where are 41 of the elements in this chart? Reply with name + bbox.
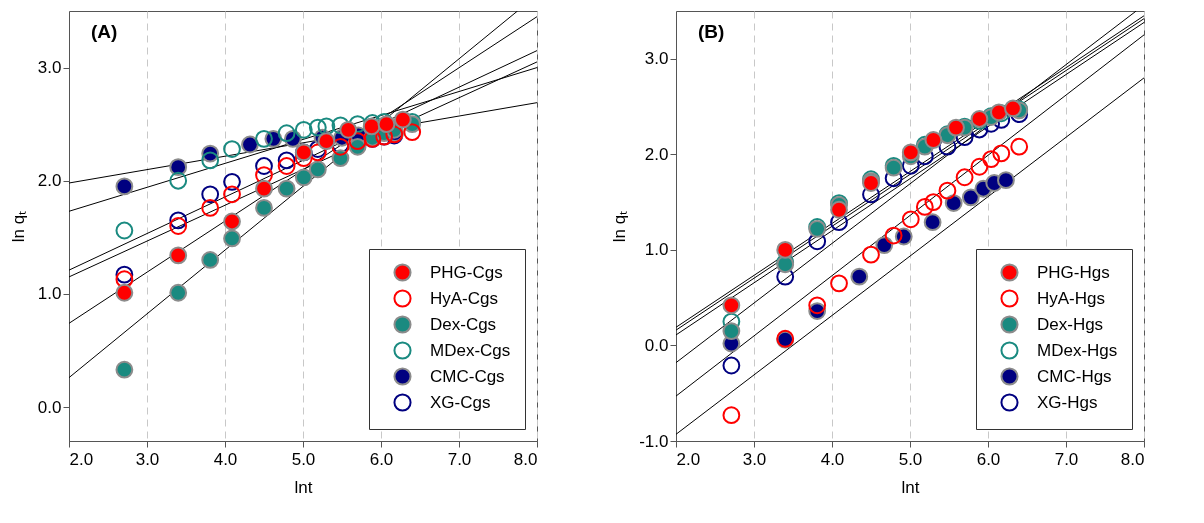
annotation: (B) xyxy=(698,21,725,42)
x-tick-label: 7.0 xyxy=(447,449,472,469)
legend-label: CMC-Hgs xyxy=(1037,366,1112,386)
x-axis-title: lnt xyxy=(901,477,920,497)
legend-label: PHG-Hgs xyxy=(1037,262,1110,282)
legend-label: MDex-Hgs xyxy=(1037,340,1118,360)
y-tick-label: 2.0 xyxy=(37,171,62,191)
y-axis-title: ln qₜ xyxy=(610,210,630,243)
x-tick-label: 8.0 xyxy=(1120,449,1145,469)
x-tick-label: 2.0 xyxy=(69,449,94,469)
y-tick-label: 3.0 xyxy=(644,49,669,69)
x-tick-label: 5.0 xyxy=(291,449,316,469)
legend-label: XG-Cgs xyxy=(430,392,491,412)
x-tick-label: 4.0 xyxy=(213,449,238,469)
y-tick-label: 2.0 xyxy=(644,144,669,164)
x-axis-title: lnt xyxy=(294,477,313,497)
legend-label: XG-Hgs xyxy=(1037,392,1098,412)
y-tick-label: 1.0 xyxy=(37,284,62,304)
x-tick-label: 2.0 xyxy=(676,449,701,469)
y-tick-label: -1.0 xyxy=(639,431,669,451)
legend-label: Dex-Hgs xyxy=(1037,314,1104,334)
legend-label: CMC-Cgs xyxy=(430,366,505,386)
y-axis-title: ln qₜ xyxy=(8,210,28,243)
x-tick-label: 7.0 xyxy=(1054,449,1079,469)
y-tick-label: 0.0 xyxy=(644,335,669,355)
legend-label: HyA-Hgs xyxy=(1037,288,1106,308)
x-tick-label: 3.0 xyxy=(135,449,160,469)
x-tick-label: 6.0 xyxy=(369,449,394,469)
x-tick-label: 5.0 xyxy=(898,449,923,469)
x-tick-label: 3.0 xyxy=(742,449,767,469)
legend-label: HyA-Cgs xyxy=(430,288,499,308)
legend-label: Dex-Cgs xyxy=(430,314,497,334)
legend-label: MDex-Cgs xyxy=(430,340,511,360)
y-tick-label: 3.0 xyxy=(37,58,62,78)
y-tick-label: 1.0 xyxy=(644,240,669,260)
y-tick-label: 0.0 xyxy=(37,397,62,417)
legend-label: PHG-Cgs xyxy=(430,262,503,282)
x-tick-label: 6.0 xyxy=(976,449,1001,469)
annotation: (A) xyxy=(91,21,118,42)
x-tick-label: 4.0 xyxy=(820,449,845,469)
x-tick-label: 8.0 xyxy=(513,449,538,469)
